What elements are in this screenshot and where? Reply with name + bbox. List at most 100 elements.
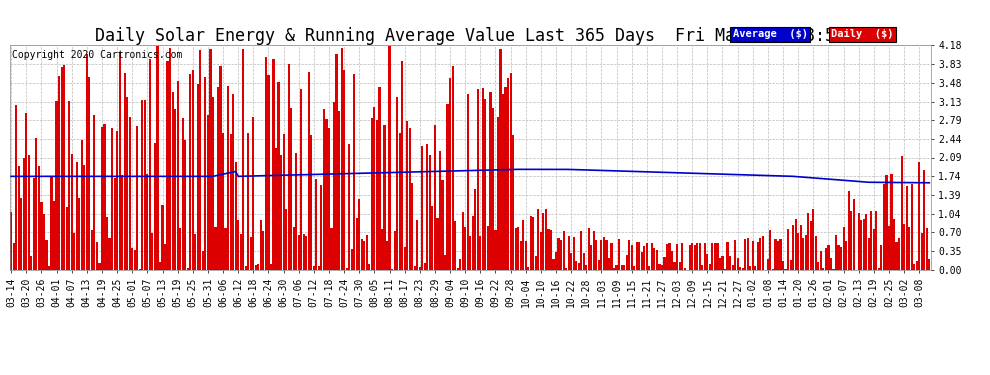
Bar — [469, 236, 471, 270]
Bar — [88, 76, 90, 270]
Bar — [358, 199, 360, 270]
Bar — [225, 228, 227, 270]
Bar — [528, 267, 530, 270]
Bar — [924, 170, 926, 270]
Bar — [235, 162, 237, 270]
Bar — [13, 243, 15, 270]
Bar — [885, 175, 887, 270]
Bar — [419, 267, 421, 270]
Bar — [50, 177, 52, 270]
Bar — [644, 246, 645, 270]
Bar — [913, 264, 916, 270]
Bar — [522, 220, 525, 270]
Bar — [815, 236, 817, 270]
Bar — [681, 243, 683, 270]
Bar — [181, 118, 184, 270]
Bar — [422, 146, 424, 270]
Bar — [641, 252, 643, 270]
Bar — [43, 214, 45, 270]
Bar — [661, 265, 663, 270]
Bar — [512, 135, 514, 270]
Bar — [820, 251, 822, 270]
Bar — [878, 268, 880, 270]
Bar — [850, 210, 852, 270]
Bar — [517, 227, 519, 270]
Bar — [346, 268, 347, 270]
Bar — [280, 155, 282, 270]
Bar — [825, 249, 827, 270]
Bar — [432, 206, 434, 270]
Bar — [217, 87, 219, 270]
Bar — [215, 227, 217, 270]
Bar — [835, 236, 838, 270]
Bar — [202, 251, 204, 270]
Bar — [482, 88, 484, 270]
Bar — [249, 237, 251, 270]
Bar — [926, 228, 928, 270]
Bar — [767, 260, 769, 270]
Bar — [634, 266, 636, 270]
Bar — [348, 144, 350, 270]
Bar — [621, 265, 623, 270]
Bar — [862, 219, 865, 270]
Bar — [689, 245, 691, 270]
Bar — [41, 202, 43, 270]
Bar — [25, 112, 28, 270]
Bar — [401, 61, 403, 270]
Bar — [148, 59, 150, 270]
Bar — [23, 159, 25, 270]
Bar — [606, 240, 608, 270]
Bar — [724, 269, 726, 270]
Bar — [48, 267, 50, 270]
Bar — [906, 186, 908, 270]
Bar — [759, 238, 761, 270]
Bar — [600, 240, 603, 270]
Bar — [378, 87, 380, 270]
Bar — [540, 232, 542, 270]
Bar — [442, 180, 444, 270]
Bar — [818, 262, 820, 270]
Bar — [293, 227, 295, 270]
Bar — [230, 134, 232, 270]
Bar — [823, 268, 825, 270]
Bar — [474, 189, 476, 270]
Bar — [668, 243, 670, 270]
Bar — [567, 236, 569, 270]
Bar — [494, 230, 497, 270]
Bar — [477, 90, 479, 270]
Text: Daily  ($): Daily ($) — [832, 29, 894, 39]
Bar — [828, 245, 830, 270]
Bar — [147, 174, 148, 270]
Bar — [383, 124, 385, 270]
Bar — [683, 268, 686, 270]
Bar — [916, 261, 918, 270]
Bar — [676, 244, 678, 270]
Bar — [194, 234, 196, 270]
Bar — [166, 61, 168, 270]
Bar — [842, 228, 844, 270]
Bar — [459, 259, 461, 270]
Bar — [774, 239, 776, 270]
Bar — [507, 78, 509, 270]
Bar — [156, 46, 158, 270]
Bar — [277, 82, 279, 270]
Bar — [86, 54, 88, 270]
Bar — [109, 238, 111, 270]
Bar — [840, 248, 842, 270]
Bar — [101, 127, 103, 270]
Bar — [411, 183, 413, 270]
Bar — [903, 224, 905, 270]
Bar — [782, 261, 784, 270]
Bar — [535, 256, 537, 270]
Bar — [588, 228, 590, 270]
Bar — [466, 94, 469, 270]
Bar — [865, 214, 867, 270]
Bar — [883, 184, 885, 270]
Bar — [575, 261, 577, 270]
Bar — [209, 49, 212, 270]
Bar — [658, 264, 660, 270]
Bar — [598, 260, 600, 270]
Bar — [96, 242, 98, 270]
Bar — [590, 245, 592, 270]
Bar — [805, 235, 807, 270]
